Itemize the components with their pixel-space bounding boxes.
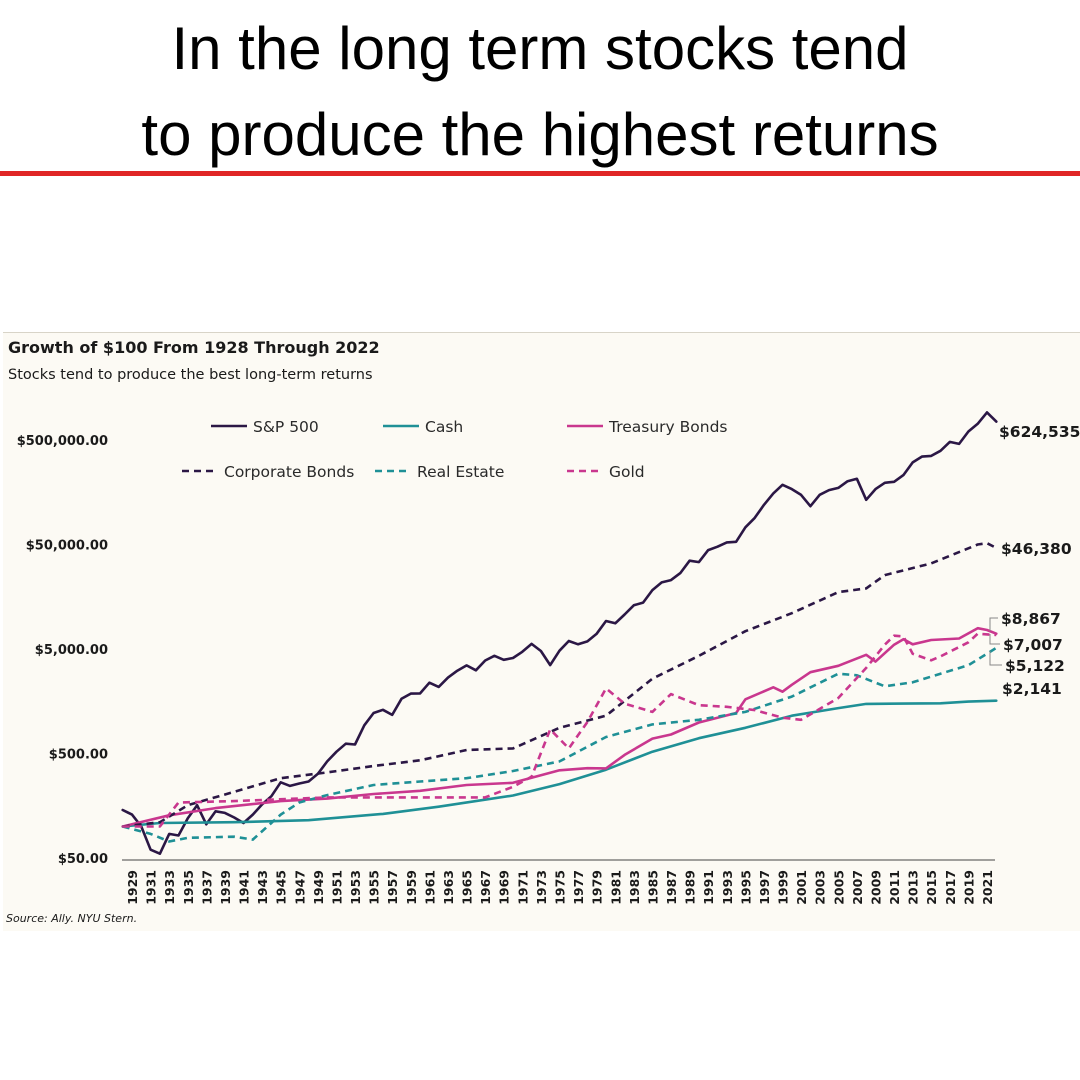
- x-tick-label: 1995: [738, 870, 753, 905]
- x-tick-label: 1971: [515, 870, 530, 905]
- end-label-cash: $2,141: [1002, 680, 1062, 698]
- x-tick-label: 2017: [943, 870, 958, 905]
- end-label-treasury-bonds: $7,007: [1003, 636, 1063, 654]
- leader-gold: [989, 617, 998, 631]
- leader-real-estate: [989, 651, 1002, 666]
- y-tick-label: $50.00: [58, 852, 108, 867]
- x-tick-label: 1957: [385, 870, 400, 905]
- x-tick-label: 1975: [553, 870, 568, 905]
- x-tick-label: 1951: [329, 870, 344, 905]
- x-tick-label: 1993: [720, 870, 735, 905]
- x-tick-label: 1965: [460, 870, 475, 905]
- end-label-real-estate: $5,122: [1005, 657, 1065, 675]
- end-label-corporate-bonds: $46,380: [1001, 540, 1072, 558]
- x-tick-label: 1929: [125, 870, 140, 905]
- y-tick-label: $50,000.00: [26, 539, 108, 554]
- x-tick-label: 1935: [181, 870, 196, 905]
- chart-subtitle: Stocks tend to produce the best long-ter…: [8, 367, 373, 383]
- end-label-gold: $8,867: [1001, 610, 1061, 628]
- headline-divider: [0, 171, 1080, 176]
- x-tick-label: 2019: [961, 870, 976, 905]
- chart-title: Growth of $100 From 1928 Through 2022: [8, 338, 380, 357]
- y-tick-label: $5,000.00: [35, 643, 108, 658]
- x-tick-label: 1933: [162, 870, 177, 905]
- x-tick-label: 2021: [980, 870, 995, 905]
- x-tick-label: 1937: [199, 870, 214, 905]
- x-tick-label: 1959: [404, 870, 419, 905]
- x-tick-label: 1997: [757, 870, 772, 905]
- x-tick-label: 1931: [144, 870, 159, 905]
- legend-label: S&P 500: [253, 418, 319, 436]
- chart-source: Source: Ally. NYU Stern.: [6, 912, 138, 925]
- x-tick-label: 2005: [831, 870, 846, 905]
- leader-treasury: [989, 634, 1000, 645]
- x-tick-label: 1983: [627, 870, 642, 905]
- series-line-gold: [122, 632, 997, 828]
- x-tick-label: 1977: [571, 870, 586, 905]
- x-tick-label: 2009: [868, 870, 883, 905]
- legend-label: Cash: [425, 418, 463, 436]
- headline: In the long term stocks tend to produce …: [0, 6, 1080, 178]
- x-tick-label: 1989: [683, 870, 698, 905]
- headline-line-1: In the long term stocks tend: [171, 15, 909, 82]
- legend-label: Treasury Bonds: [608, 418, 727, 436]
- x-tick-label: 1969: [497, 870, 512, 905]
- x-tick-label: 1953: [348, 870, 363, 905]
- x-tick-label: 1985: [645, 870, 660, 905]
- x-tick-label: 2011: [887, 870, 902, 905]
- x-tick-label: 2015: [924, 870, 939, 905]
- x-tick-label: 1973: [534, 870, 549, 905]
- chart-panel: [3, 332, 1080, 931]
- series-line-corporate-bonds: [122, 541, 997, 828]
- x-tick-label: 1947: [292, 870, 307, 905]
- series-line-cash: [121, 699, 998, 828]
- series-line-treasury-bonds: [121, 626, 998, 828]
- x-tick-label: 1963: [441, 870, 456, 905]
- x-tick-label: 1945: [274, 870, 289, 905]
- x-tick-label: 2013: [906, 870, 921, 905]
- legend-label: Gold: [609, 463, 645, 481]
- x-tick-label: 1955: [367, 870, 382, 905]
- x-tick-label: 1979: [590, 870, 605, 905]
- legend-label: Corporate Bonds: [224, 463, 354, 481]
- x-tick-label: 1943: [255, 870, 270, 905]
- x-tick-label: 1987: [664, 870, 679, 905]
- end-label-sp500: $624,535: [999, 423, 1080, 441]
- headline-line-2: to produce the highest returns: [141, 101, 939, 168]
- x-tick-label: 1939: [218, 870, 233, 905]
- legend-label: Real Estate: [417, 463, 504, 481]
- x-tick-label: 1991: [701, 870, 716, 905]
- x-tick-label: 1967: [478, 870, 493, 905]
- x-tick-label: 1999: [776, 870, 791, 905]
- x-tick-label: 1941: [237, 870, 252, 905]
- x-tick-label: 2007: [850, 870, 865, 905]
- y-tick-label: $500.00: [49, 748, 108, 763]
- x-tick-label: 2003: [813, 870, 828, 905]
- x-tick-label: 1961: [422, 870, 437, 905]
- x-tick-label: 2001: [794, 870, 809, 905]
- y-tick-label: $500,000.00: [17, 434, 108, 449]
- x-tick-label: 1981: [608, 870, 623, 905]
- x-tick-label: 1949: [311, 870, 326, 905]
